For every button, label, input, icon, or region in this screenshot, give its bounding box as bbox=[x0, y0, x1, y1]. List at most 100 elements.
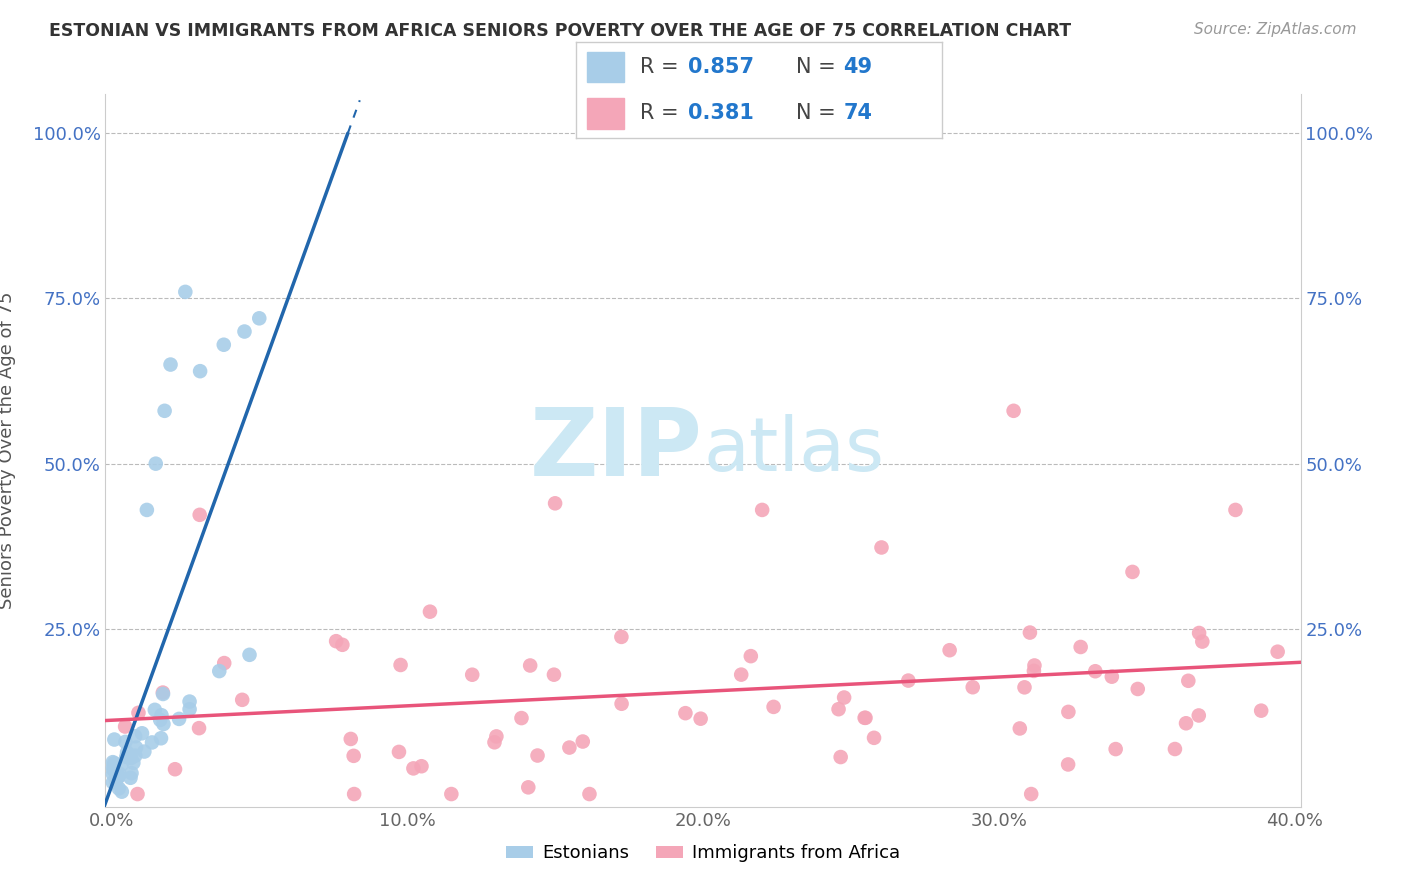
Point bbox=[108, 766, 131, 780]
Point bbox=[104, 773, 127, 788]
Point bbox=[103, 763, 125, 777]
Point bbox=[101, 775, 124, 789]
Point bbox=[212, 337, 235, 351]
Point bbox=[578, 787, 600, 801]
Point bbox=[152, 685, 174, 699]
Point bbox=[1057, 757, 1080, 772]
Point bbox=[485, 730, 508, 744]
Point bbox=[125, 740, 148, 755]
Point bbox=[1121, 565, 1143, 579]
Point bbox=[558, 740, 581, 755]
Point bbox=[124, 729, 146, 743]
Point bbox=[131, 726, 153, 740]
Point bbox=[339, 731, 361, 746]
Point bbox=[730, 667, 752, 681]
Point bbox=[897, 673, 920, 688]
Point bbox=[325, 634, 347, 648]
Point bbox=[101, 755, 124, 769]
Point bbox=[188, 721, 211, 735]
Point bbox=[238, 648, 260, 662]
Point bbox=[962, 680, 984, 694]
Point bbox=[101, 767, 124, 781]
Point bbox=[247, 311, 270, 326]
Text: N =: N = bbox=[796, 57, 842, 77]
Point bbox=[1104, 742, 1126, 756]
Point bbox=[120, 751, 142, 765]
Point bbox=[343, 787, 366, 801]
Point bbox=[188, 364, 211, 378]
Point bbox=[762, 699, 785, 714]
Y-axis label: Seniors Poverty Over the Age of 75: Seniors Poverty Over the Age of 75 bbox=[0, 292, 15, 609]
Point bbox=[1022, 664, 1045, 678]
Point bbox=[402, 761, 425, 775]
Point bbox=[863, 731, 886, 745]
Point bbox=[107, 781, 129, 796]
Text: R =: R = bbox=[640, 57, 686, 77]
Point bbox=[153, 404, 176, 418]
Point bbox=[107, 769, 129, 783]
Point bbox=[110, 757, 132, 772]
Text: ZIP: ZIP bbox=[530, 404, 703, 497]
Point bbox=[105, 772, 128, 786]
Text: ESTONIAN VS IMMIGRANTS FROM AFRICA SENIORS POVERTY OVER THE AGE OF 75 CORRELATIO: ESTONIAN VS IMMIGRANTS FROM AFRICA SENIO… bbox=[49, 22, 1071, 40]
Point bbox=[544, 496, 567, 510]
Point bbox=[411, 759, 433, 773]
Point bbox=[1019, 625, 1042, 640]
Point bbox=[114, 735, 136, 749]
Point bbox=[124, 748, 146, 763]
Text: atlas: atlas bbox=[703, 414, 884, 487]
Legend: Estonians, Immigrants from Africa: Estonians, Immigrants from Africa bbox=[506, 845, 900, 863]
FancyBboxPatch shape bbox=[588, 52, 624, 82]
FancyBboxPatch shape bbox=[588, 98, 624, 128]
Text: 49: 49 bbox=[844, 57, 873, 77]
Point bbox=[150, 708, 173, 723]
Point bbox=[179, 702, 201, 716]
Point bbox=[1019, 787, 1042, 801]
Point bbox=[675, 706, 697, 721]
Point bbox=[127, 706, 149, 720]
Point bbox=[1084, 665, 1107, 679]
Point bbox=[107, 770, 129, 784]
Point bbox=[167, 712, 190, 726]
Point bbox=[114, 720, 136, 734]
Point bbox=[127, 787, 149, 801]
Point bbox=[1188, 708, 1211, 723]
Point bbox=[101, 761, 124, 775]
Point bbox=[388, 745, 411, 759]
Point bbox=[115, 750, 138, 764]
Point bbox=[163, 762, 186, 776]
Point bbox=[1225, 503, 1247, 517]
Point bbox=[188, 508, 211, 522]
Point bbox=[145, 457, 167, 471]
Point bbox=[134, 745, 156, 759]
Point bbox=[689, 712, 711, 726]
Point bbox=[610, 630, 633, 644]
Point bbox=[832, 690, 855, 705]
Point bbox=[208, 664, 231, 678]
Text: Source: ZipAtlas.com: Source: ZipAtlas.com bbox=[1194, 22, 1357, 37]
Point bbox=[1057, 705, 1080, 719]
Point bbox=[543, 667, 565, 681]
Text: 0.381: 0.381 bbox=[688, 103, 754, 123]
Point bbox=[440, 787, 463, 801]
Point bbox=[115, 746, 138, 760]
Point bbox=[1070, 640, 1092, 654]
Point bbox=[610, 697, 633, 711]
Point bbox=[827, 702, 849, 716]
Point bbox=[212, 656, 235, 670]
Point bbox=[332, 638, 354, 652]
Point bbox=[159, 358, 181, 372]
Text: 74: 74 bbox=[844, 103, 872, 123]
Point bbox=[1267, 645, 1289, 659]
Point bbox=[389, 657, 412, 672]
Point bbox=[103, 763, 125, 777]
Point bbox=[526, 748, 548, 763]
Point bbox=[1175, 716, 1198, 731]
Point bbox=[853, 711, 876, 725]
Point bbox=[510, 711, 533, 725]
Point bbox=[174, 285, 197, 299]
Point bbox=[150, 731, 173, 746]
Point bbox=[484, 735, 506, 749]
Point bbox=[120, 771, 142, 785]
Point bbox=[141, 735, 163, 749]
